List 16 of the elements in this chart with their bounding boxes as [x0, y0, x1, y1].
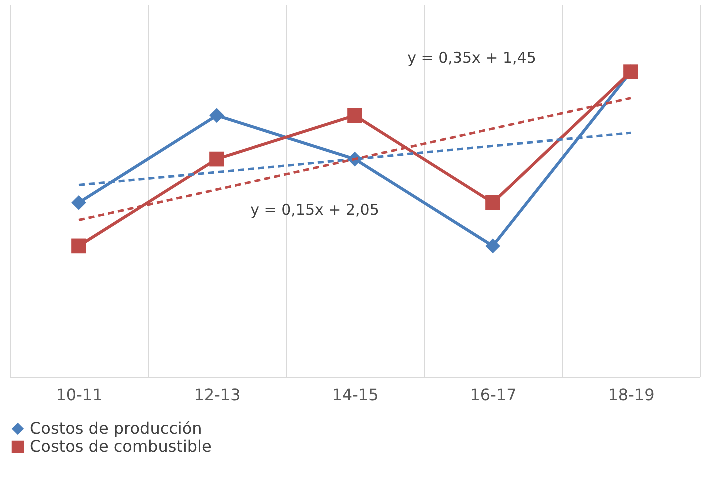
- x-tick-label: 14-15: [332, 386, 379, 404]
- point: [486, 238, 500, 254]
- point: [72, 195, 86, 210]
- point: [348, 108, 362, 124]
- x-tick-label: 10-11: [56, 386, 103, 404]
- text: y = 0,35x + 1,45: [408, 49, 536, 67]
- x-tick-label: 12-13: [194, 386, 241, 404]
- legend-label: Costos de producción: [30, 419, 202, 438]
- legend-label: Costos de combustible: [30, 437, 212, 456]
- x-tick-label: 18-19: [608, 386, 655, 404]
- point: [210, 108, 224, 124]
- x-tick-label: 16-17: [470, 386, 517, 404]
- point: [486, 195, 500, 210]
- point: [72, 238, 86, 254]
- point: [210, 152, 224, 167]
- annotation: y = 0,15x + 2,05: [250, 201, 380, 219]
